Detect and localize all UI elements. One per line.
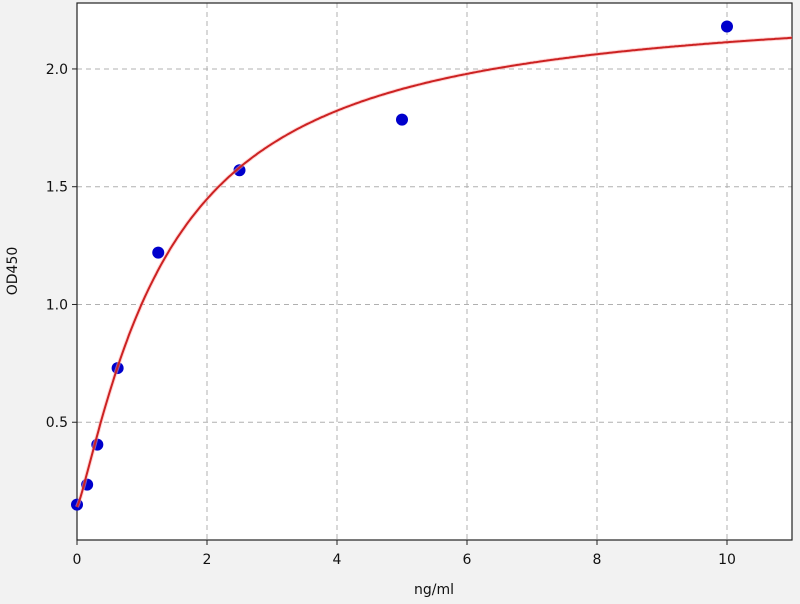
y-tick-label: 1.0 — [46, 297, 68, 313]
y-tick-label: 2.0 — [46, 62, 68, 78]
data-point — [721, 20, 733, 33]
fit-curve — [76, 36, 793, 508]
plot-frame — [76, 2, 793, 541]
y-axis-label: OD450 — [5, 247, 21, 296]
y-tick-label: 0.5 — [46, 415, 68, 431]
plot-area — [77, 3, 792, 540]
x-tick-label: 8 — [593, 552, 602, 568]
fit-curve-group — [75, 35, 793, 508]
x-axis-label: ng/ml — [414, 582, 454, 598]
x-tick-label: 10 — [718, 552, 736, 568]
ticks: 0 2 4 6 8 10 0.5 1.0 1.5 2.0 — [46, 62, 736, 568]
data-point — [396, 113, 408, 126]
grid — [77, 3, 792, 540]
x-tick-label: 6 — [463, 552, 472, 568]
data-point — [152, 246, 165, 259]
y-tick-label: 1.5 — [46, 180, 68, 196]
x-tick-label: 4 — [333, 552, 342, 568]
x-tick-label: 2 — [203, 552, 212, 568]
x-tick-label: 0 — [73, 552, 82, 568]
